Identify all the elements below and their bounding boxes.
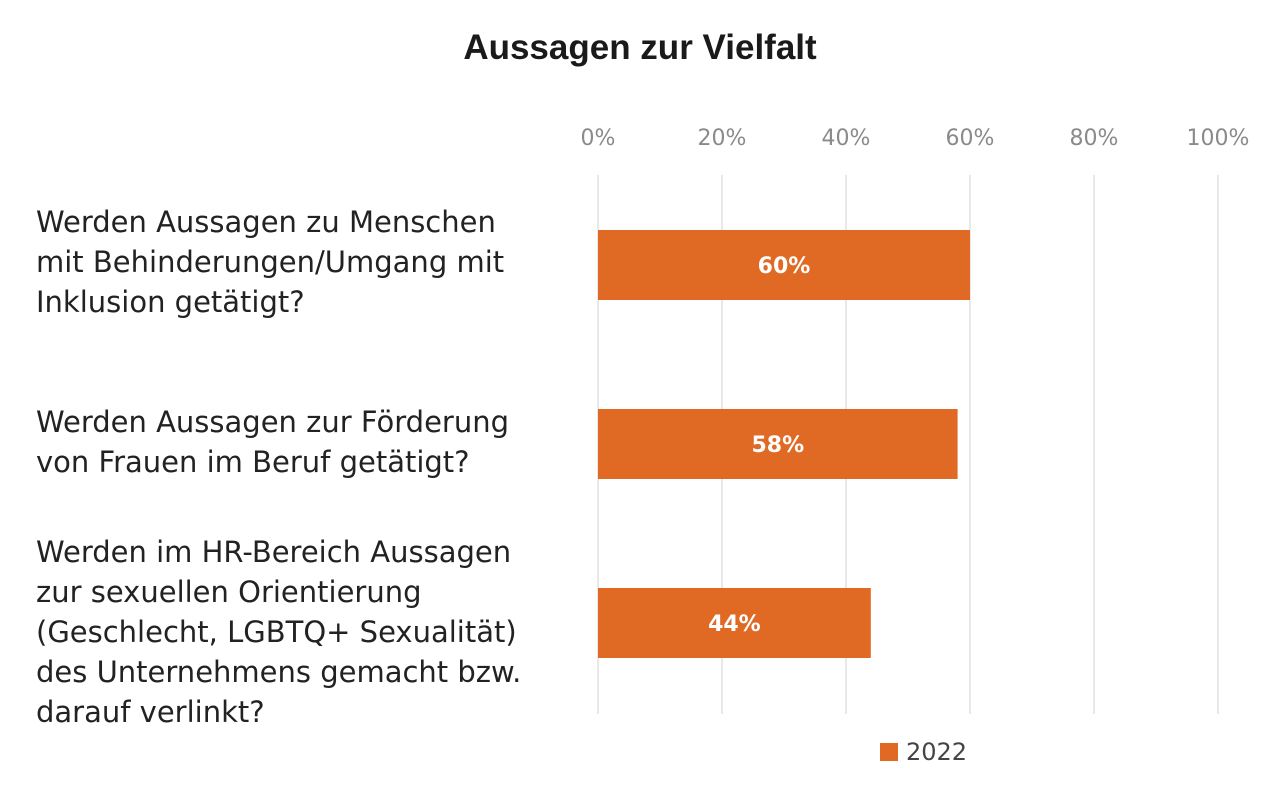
legend-label-2022: 2022 — [906, 738, 968, 766]
legend: 2022 — [880, 736, 967, 768]
category-label-1: Werden Aussagen zur Förderung von Frauen… — [36, 405, 510, 479]
x-tick-label-80: 80% — [1070, 126, 1119, 151]
chart-title: Aussagen zur Vielfalt — [463, 28, 817, 67]
bar-1 — [598, 409, 958, 479]
category-label-0: Werden Aussagen zu Menschen mit Behinder… — [36, 205, 505, 319]
data-label-2: 44% — [708, 612, 761, 637]
data-label-0: 60% — [758, 254, 811, 279]
x-tick-label-0: 0% — [581, 126, 616, 151]
x-tick-label-100: 100% — [1187, 126, 1250, 151]
x-tick-label-40: 40% — [822, 126, 871, 151]
bar-2 — [598, 588, 871, 658]
bar-0 — [598, 230, 970, 300]
data-label-1: 58% — [751, 433, 804, 458]
x-tick-label-20: 20% — [698, 126, 747, 151]
legend-swatch — [880, 743, 898, 761]
x-tick-label-60: 60% — [946, 126, 995, 151]
category-label-2: Werden im HR-Bereich Aussagen zur sexuel… — [36, 535, 522, 729]
